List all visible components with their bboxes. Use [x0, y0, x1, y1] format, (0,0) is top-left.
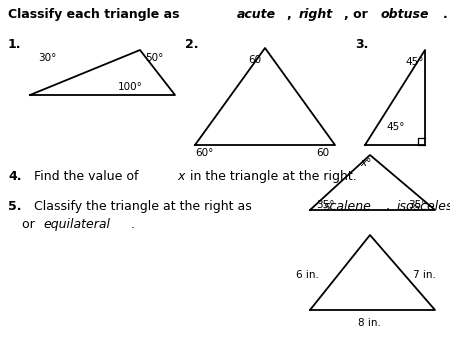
Text: 35°: 35°	[408, 200, 427, 210]
Text: Find the value of: Find the value of	[26, 170, 142, 183]
Text: 8 in.: 8 in.	[358, 318, 381, 328]
Text: 4.: 4.	[8, 170, 22, 183]
Text: or: or	[22, 218, 39, 231]
Text: equilateral: equilateral	[44, 218, 111, 231]
Text: acute: acute	[236, 8, 275, 21]
Text: ,: ,	[386, 200, 394, 213]
Text: right: right	[299, 8, 333, 21]
Text: 45°: 45°	[405, 57, 423, 67]
Text: 5.: 5.	[8, 200, 22, 213]
Text: 1.: 1.	[8, 38, 22, 51]
Text: ,: ,	[287, 8, 297, 21]
Text: in the triangle at the right.: in the triangle at the right.	[186, 170, 357, 183]
Text: .: .	[131, 218, 135, 231]
Text: 50°: 50°	[145, 53, 163, 63]
Text: 100°: 100°	[118, 82, 143, 92]
Text: 6 in.: 6 in.	[296, 270, 319, 280]
Text: scalene: scalene	[324, 200, 372, 213]
Text: 7 in.: 7 in.	[413, 270, 436, 280]
Text: 35°: 35°	[316, 200, 334, 210]
Text: 60: 60	[316, 148, 329, 158]
Text: 45°: 45°	[386, 122, 405, 132]
Text: x: x	[177, 170, 184, 183]
Text: 3.: 3.	[355, 38, 369, 51]
Text: Classify the triangle at the right as: Classify the triangle at the right as	[26, 200, 255, 213]
Text: isosceles: isosceles	[396, 200, 450, 213]
Text: 2.: 2.	[185, 38, 198, 51]
Text: , or: , or	[343, 8, 372, 21]
Text: obtuse: obtuse	[380, 8, 428, 21]
Text: Classify each triangle as: Classify each triangle as	[8, 8, 184, 21]
Text: 60°: 60°	[195, 148, 213, 158]
Text: 60: 60	[248, 55, 261, 65]
Text: x°: x°	[360, 158, 371, 168]
Text: .: .	[443, 8, 448, 21]
Text: 30°: 30°	[38, 53, 56, 63]
